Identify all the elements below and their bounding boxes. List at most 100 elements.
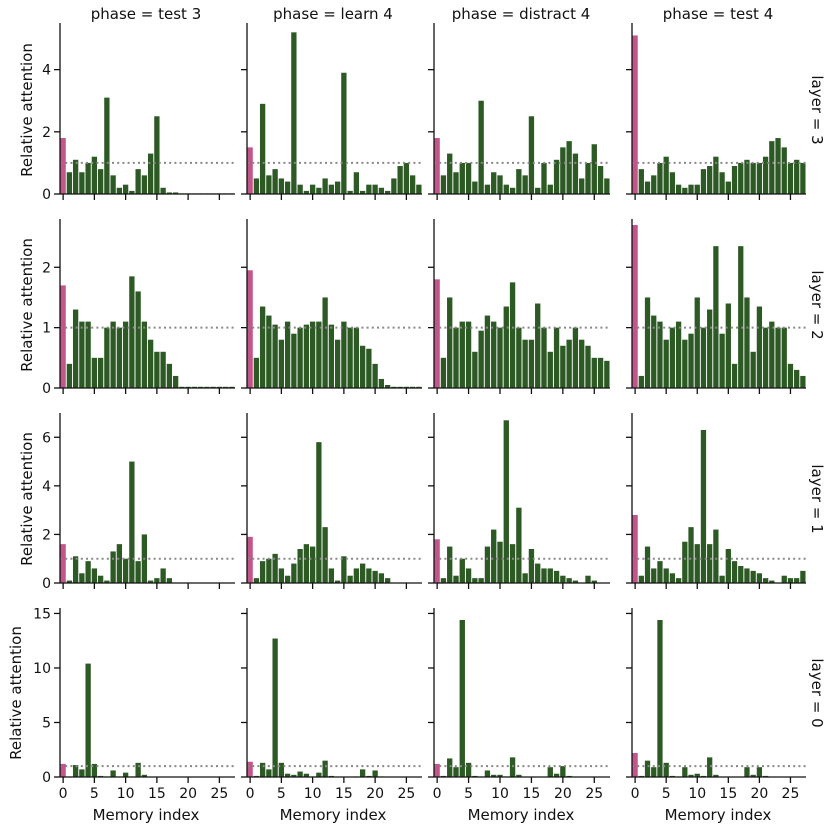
bar [154,116,160,194]
bar [122,184,129,194]
bar [688,527,694,583]
bar-first-memory [632,35,638,194]
bar [638,375,644,388]
bar [372,184,378,194]
bar [528,549,535,583]
bar [591,580,597,583]
bar [651,315,657,388]
bar [713,774,719,777]
bar [522,175,528,194]
bar-first-memory [434,138,440,194]
bar [341,556,347,583]
bar [135,762,141,777]
bar-first-memory [247,536,253,583]
bar [353,568,360,583]
bar [266,315,272,388]
bar [700,169,707,194]
bar [372,770,378,777]
y-tick-label: 10 [33,661,51,677]
x-tick-label: 10 [688,786,706,802]
x-axis-label-col-1: Memory index [93,806,200,824]
bar [384,578,391,583]
x-tick-label: 5 [277,786,286,802]
bar [85,663,91,777]
bar [769,321,775,388]
bar [547,568,553,583]
bar [566,141,572,194]
bar [579,339,585,388]
bar [750,774,756,777]
bar [334,580,341,583]
bar [104,97,110,194]
bar [85,162,91,194]
bar [129,461,135,583]
bar [669,327,676,388]
bar [800,162,806,194]
bar [541,162,547,194]
bar [719,172,725,194]
bar [85,321,91,388]
y-tick-label: 0 [42,576,51,592]
bar [800,375,806,388]
x-tick-label: 0 [433,786,442,802]
bar [509,757,516,777]
bar [516,507,522,583]
bar [166,363,173,388]
bar [669,172,676,194]
bar [284,181,291,194]
bar [453,172,459,194]
bar [291,563,297,583]
y-tick-label: 2 [42,125,51,141]
bar [266,558,272,583]
bar [535,563,541,583]
x-axis-label-col-4: Memory index [665,806,772,824]
bar [110,321,116,388]
bar [459,558,465,583]
bar [725,303,731,388]
bar [135,169,141,194]
bar [397,166,403,194]
bar [303,190,310,194]
y-tick-label: 5 [42,715,51,731]
bar-first-memory [632,753,638,777]
bar [328,184,335,194]
x-tick-label: 5 [90,786,99,802]
x-tick-label: 5 [464,786,473,802]
bar [713,156,719,194]
facet-panel [626,413,806,589]
bar [769,141,775,194]
bar [472,351,478,388]
bar [447,153,453,194]
bar [147,153,154,194]
column-title-1: phase = test 3 [91,5,202,23]
y-tick-label: 2 [42,527,51,543]
bar [497,774,503,777]
bar [278,339,285,388]
bar [707,544,713,583]
facet-panel [241,219,422,394]
bar [566,339,572,388]
facet-panel [241,413,422,589]
bar [688,774,694,777]
bar [794,369,800,388]
bar-first-memory [632,515,638,583]
bar [509,544,516,583]
bar [682,767,688,777]
bar [560,766,566,777]
bar [688,184,694,194]
bar [316,772,322,777]
bar [160,187,166,194]
bar [347,190,353,194]
bar [129,190,135,194]
bar [91,156,98,194]
bar [328,568,335,583]
bar [553,773,560,777]
bar [253,178,260,194]
bar [172,192,179,194]
bar [85,561,91,583]
bar [572,580,579,583]
bar [663,762,669,777]
x-tick-label: 0 [59,786,68,802]
bar [409,175,416,194]
facet-panel: 0 5 10 15 20 25 [428,608,610,802]
